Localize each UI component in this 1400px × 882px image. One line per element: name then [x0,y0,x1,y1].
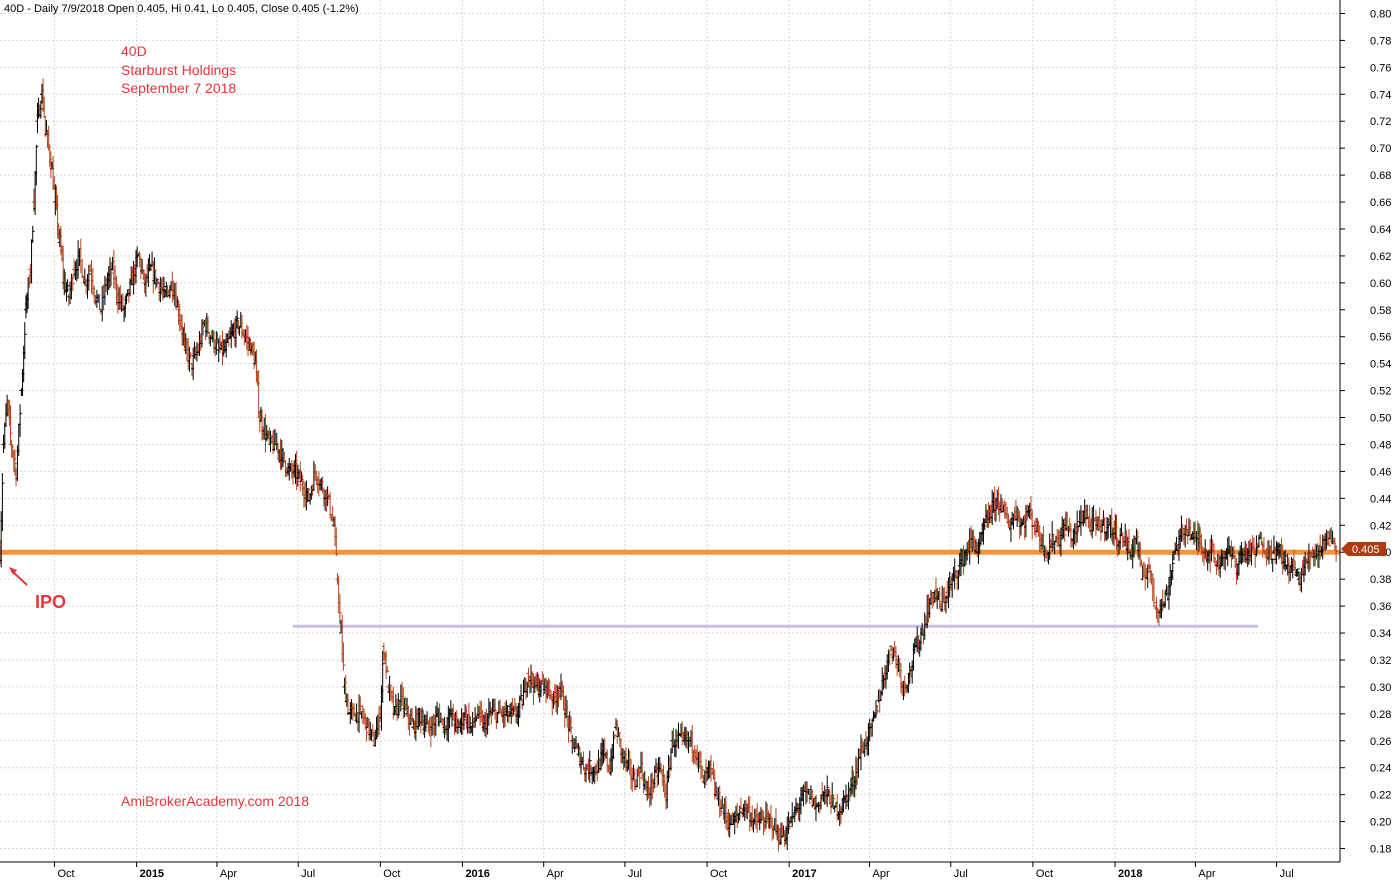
y-tick-label: 0.46 [1370,466,1391,478]
x-tick-label: Apr [1198,868,1215,880]
y-tick-label: 0.64 [1370,224,1391,236]
y-tick-label: 0.42 [1370,520,1391,532]
x-tick-label: Oct [710,868,727,880]
y-tick-label: 0.56 [1370,332,1391,344]
company-annotation: Starburst Holdings [121,62,236,78]
y-tick-label: 0.24 [1370,763,1391,775]
horizontal-lines [0,549,1340,628]
x-tick-label: 2015 [140,868,164,880]
ipo-arrowhead [9,567,17,575]
ipo-label: IPO [35,592,66,612]
x-tick-label: Jul [954,868,968,880]
price-tag-shape [1341,542,1386,556]
x-tick-label: Apr [873,868,890,880]
chart-grid [0,0,1340,862]
y-tick-label: 0.72 [1370,116,1391,128]
x-tick-label: Oct [383,868,400,880]
y-tick-label: 0.76 [1370,62,1391,74]
last-price-tag: 0.405 [1341,542,1386,556]
x-axis-ticks: Oct 2015 Apr Jul Oct 2016 Apr Jul Oct 2017 Apr Jul O… [53,862,1294,880]
x-tick-label: Oct [57,868,74,880]
date-annotation: September 7 2018 [121,80,236,96]
y-tick-label: 0.34 [1370,628,1391,640]
y-tick-label: 0.60 [1370,278,1391,290]
y-tick-label: 0.70 [1370,143,1391,155]
y-tick-label: 0.48 [1370,439,1391,451]
y-tick-label: 0.30 [1370,682,1391,694]
y-tick-label: 0.74 [1370,89,1391,101]
ohlc-bars [0,78,1339,852]
y-tick-label: 0.32 [1370,655,1391,667]
y-tick-label: 0.44 [1370,493,1391,505]
y-tick-label: 0.22 [1370,790,1391,802]
y-tick-label: 0.26 [1370,736,1391,748]
price-tag-text: 0.405 [1352,544,1380,556]
y-tick-label: 0.78 [1370,35,1391,47]
x-tick-label: Jul [1280,868,1294,880]
y-tick-label: 0.18 [1370,844,1391,856]
x-tick-label: 2017 [792,868,816,880]
x-tick-label: Jul [628,868,642,880]
watermark-text: AmiBrokerAcademy.com 2018 [121,793,309,809]
y-tick-label: 0.68 [1370,170,1391,182]
x-tick-label: 2018 [1118,868,1142,880]
x-tick-label: Oct [1036,868,1053,880]
y-tick-label: 0.20 [1370,817,1391,829]
x-tick-label: Apr [220,868,237,880]
y-tick-label: 0.54 [1370,359,1391,371]
y-tick-label: 0.80 [1370,8,1391,20]
y-tick-label: 0.52 [1370,386,1391,398]
y-tick-label: 0.58 [1370,305,1391,317]
chart-header: 40D - Daily 7/9/2018 Open 0.405, Hi 0.41… [4,3,359,15]
x-tick-label: Jul [301,868,315,880]
y-tick-label: 0.28 [1370,709,1391,721]
y-axis-ticks: 0.18 0.20 0.22 0.24 0.26 0.28 0.30 0.32 0.34 0.36… [1340,8,1391,856]
y-tick-label: 0.50 [1370,413,1391,425]
y-tick-label: 0.38 [1370,574,1391,586]
y-tick-label: 0.62 [1370,251,1391,263]
x-tick-label: 2016 [465,868,489,880]
x-tick-label: Apr [547,868,564,880]
y-tick-label: 0.36 [1370,601,1391,613]
ticker-annotation: 40D [121,43,147,59]
y-tick-label: 0.66 [1370,197,1391,209]
